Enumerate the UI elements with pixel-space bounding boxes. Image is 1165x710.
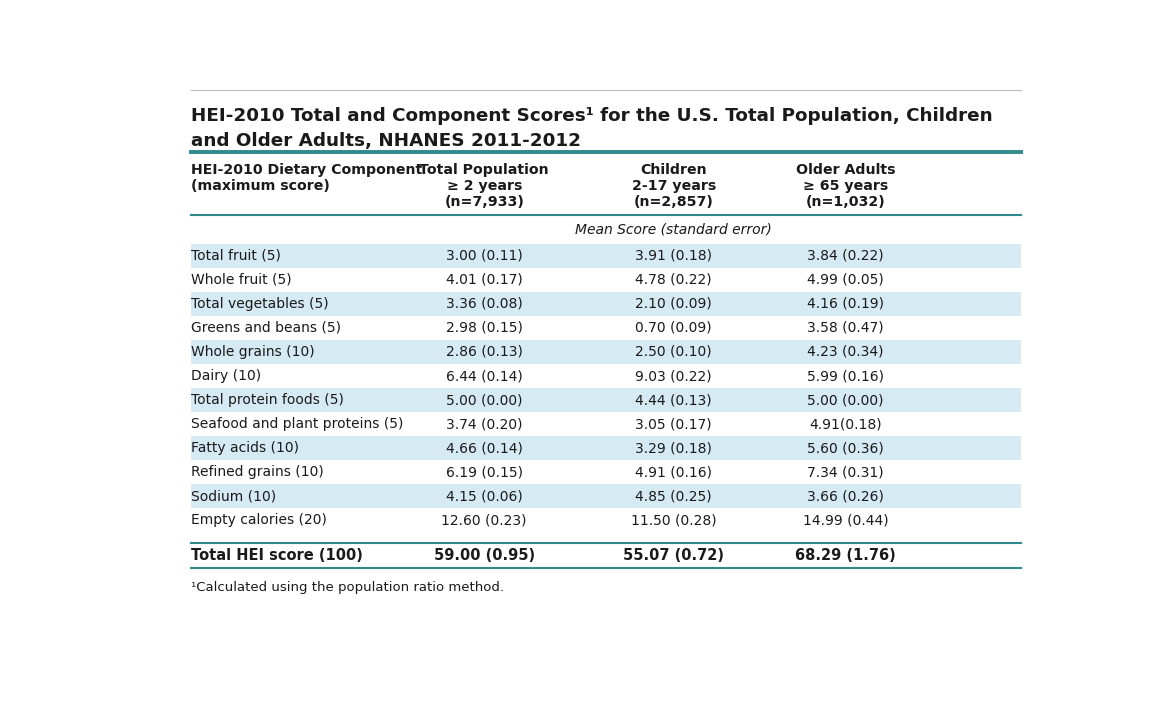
Text: HEI-2010 Total and Component Scores¹ for the U.S. Total Population, Children: HEI-2010 Total and Component Scores¹ for…	[191, 107, 993, 125]
Text: Children
2-17 years
(n=2,857): Children 2-17 years (n=2,857)	[631, 163, 716, 209]
Text: Total fruit (5): Total fruit (5)	[191, 248, 281, 263]
Bar	[191, 244, 1022, 268]
Text: 4.44 (0.13): 4.44 (0.13)	[635, 393, 712, 407]
Text: 2.50 (0.10): 2.50 (0.10)	[635, 345, 712, 359]
Text: 9.03 (0.22): 9.03 (0.22)	[635, 369, 712, 383]
Text: Total Population
≥ 2 years
(n=7,933): Total Population ≥ 2 years (n=7,933)	[419, 163, 549, 209]
Text: Dairy (10): Dairy (10)	[191, 369, 261, 383]
Text: Older Adults
≥ 65 years
(n=1,032): Older Adults ≥ 65 years (n=1,032)	[796, 163, 895, 209]
Text: 12.60 (0.23): 12.60 (0.23)	[442, 513, 527, 528]
Text: 3.00 (0.11): 3.00 (0.11)	[446, 248, 523, 263]
Text: 5.00 (0.00): 5.00 (0.00)	[807, 393, 883, 407]
Text: Fatty acids (10): Fatty acids (10)	[191, 441, 298, 455]
Text: Whole fruit (5): Whole fruit (5)	[191, 273, 291, 287]
Bar	[191, 436, 1022, 460]
Text: 4.23 (0.34): 4.23 (0.34)	[807, 345, 883, 359]
Text: 2.98 (0.15): 2.98 (0.15)	[446, 321, 523, 335]
Bar	[191, 484, 1022, 508]
Text: 4.91 (0.16): 4.91 (0.16)	[635, 465, 712, 479]
Text: 3.74 (0.20): 3.74 (0.20)	[446, 417, 522, 431]
Text: HEI-2010 Dietary Component
(maximum score): HEI-2010 Dietary Component (maximum scor…	[191, 163, 422, 193]
Text: Greens and beans (5): Greens and beans (5)	[191, 321, 341, 335]
Text: 4.91(0.18): 4.91(0.18)	[809, 417, 882, 431]
Bar	[191, 388, 1022, 412]
Text: and Older Adults, NHANES 2011-2012: and Older Adults, NHANES 2011-2012	[191, 131, 581, 150]
Text: Sodium (10): Sodium (10)	[191, 489, 276, 503]
Text: 0.70 (0.09): 0.70 (0.09)	[635, 321, 712, 335]
Bar	[191, 292, 1022, 316]
Text: 2.86 (0.13): 2.86 (0.13)	[446, 345, 523, 359]
Text: 3.58 (0.47): 3.58 (0.47)	[807, 321, 884, 335]
Text: 6.19 (0.15): 6.19 (0.15)	[446, 465, 523, 479]
Text: Total protein foods (5): Total protein foods (5)	[191, 393, 344, 407]
Text: 3.36 (0.08): 3.36 (0.08)	[446, 297, 523, 311]
Text: 59.00 (0.95): 59.00 (0.95)	[433, 548, 535, 564]
Text: Empty calories (20): Empty calories (20)	[191, 513, 326, 528]
Text: 3.05 (0.17): 3.05 (0.17)	[635, 417, 712, 431]
Text: Mean Score (standard error): Mean Score (standard error)	[576, 223, 772, 237]
Text: Total HEI score (100): Total HEI score (100)	[191, 548, 362, 564]
Text: 7.34 (0.31): 7.34 (0.31)	[807, 465, 884, 479]
Text: Whole grains (10): Whole grains (10)	[191, 345, 315, 359]
Text: 5.00 (0.00): 5.00 (0.00)	[446, 393, 522, 407]
Text: ¹Calculated using the population ratio method.: ¹Calculated using the population ratio m…	[191, 581, 503, 594]
Text: 4.66 (0.14): 4.66 (0.14)	[446, 441, 523, 455]
Text: 3.66 (0.26): 3.66 (0.26)	[807, 489, 884, 503]
Text: Total vegetables (5): Total vegetables (5)	[191, 297, 329, 311]
Text: 14.99 (0.44): 14.99 (0.44)	[803, 513, 888, 528]
Bar	[191, 340, 1022, 364]
Text: 3.84 (0.22): 3.84 (0.22)	[807, 248, 884, 263]
Text: 4.85 (0.25): 4.85 (0.25)	[635, 489, 712, 503]
Text: Refined grains (10): Refined grains (10)	[191, 465, 324, 479]
Text: Seafood and plant proteins (5): Seafood and plant proteins (5)	[191, 417, 403, 431]
Text: 3.29 (0.18): 3.29 (0.18)	[635, 441, 712, 455]
Text: 68.29 (1.76): 68.29 (1.76)	[795, 548, 896, 564]
Text: 4.99 (0.05): 4.99 (0.05)	[807, 273, 884, 287]
Text: 4.78 (0.22): 4.78 (0.22)	[635, 273, 712, 287]
Text: 4.16 (0.19): 4.16 (0.19)	[807, 297, 884, 311]
Text: 4.15 (0.06): 4.15 (0.06)	[446, 489, 523, 503]
Text: 11.50 (0.28): 11.50 (0.28)	[631, 513, 716, 528]
Text: 6.44 (0.14): 6.44 (0.14)	[446, 369, 523, 383]
Text: 5.99 (0.16): 5.99 (0.16)	[807, 369, 884, 383]
Text: 4.01 (0.17): 4.01 (0.17)	[446, 273, 523, 287]
Text: 3.91 (0.18): 3.91 (0.18)	[635, 248, 712, 263]
Text: 2.10 (0.09): 2.10 (0.09)	[635, 297, 712, 311]
Text: 55.07 (0.72): 55.07 (0.72)	[623, 548, 725, 564]
Text: 5.60 (0.36): 5.60 (0.36)	[807, 441, 884, 455]
